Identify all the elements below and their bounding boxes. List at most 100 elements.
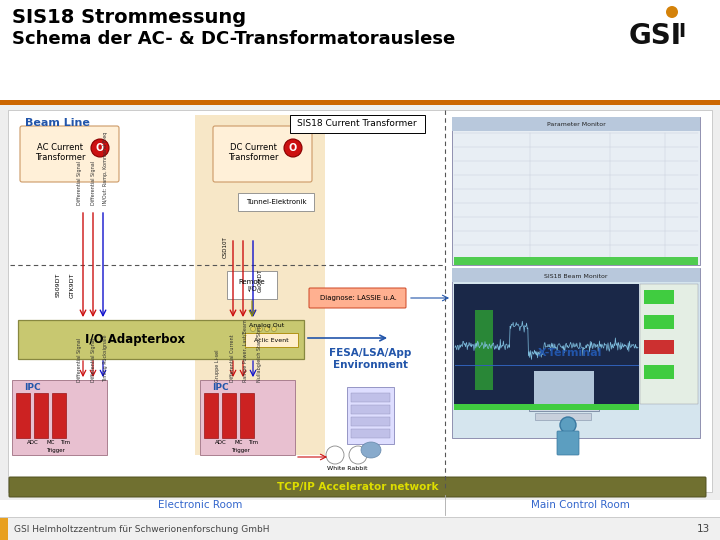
Text: O: O xyxy=(289,143,297,153)
FancyBboxPatch shape xyxy=(290,115,425,133)
Bar xyxy=(351,417,390,426)
Text: TCP/IP Accelerator network: TCP/IP Accelerator network xyxy=(277,482,438,492)
Text: Gruppe Li-sel: Gruppe Li-sel xyxy=(215,349,220,382)
Bar xyxy=(640,284,698,404)
FancyBboxPatch shape xyxy=(347,387,394,444)
Text: Aclic Event: Aclic Event xyxy=(253,338,288,342)
Bar xyxy=(0,0,720,105)
FancyBboxPatch shape xyxy=(309,288,406,308)
Text: GSI Helmholtzzentrum für Schwerionenforschung GmbH: GSI Helmholtzzentrum für Schwerionenfors… xyxy=(14,524,269,534)
Text: Trigger: Trigger xyxy=(45,448,64,453)
Text: AC Current
Transformer: AC Current Transformer xyxy=(35,143,85,163)
Text: Rampe Power, Last/Beam: Rampe Power, Last/Beam xyxy=(243,319,248,382)
FancyBboxPatch shape xyxy=(17,320,304,359)
FancyBboxPatch shape xyxy=(238,193,314,211)
Text: MC: MC xyxy=(235,440,243,445)
Ellipse shape xyxy=(284,139,302,157)
Text: Differential Signal: Differential Signal xyxy=(91,161,96,205)
Text: Nullabgleich Start/Step: Nullabgleich Start/Step xyxy=(258,325,263,382)
Bar xyxy=(475,310,493,390)
Ellipse shape xyxy=(361,442,381,458)
Text: ADC: ADC xyxy=(27,440,39,445)
Ellipse shape xyxy=(326,446,344,464)
Ellipse shape xyxy=(264,327,269,332)
FancyBboxPatch shape xyxy=(529,367,599,411)
Bar xyxy=(644,290,674,304)
Text: S509DT: S509DT xyxy=(55,273,60,297)
Text: I/O Adapterbox: I/O Adapterbox xyxy=(85,333,185,346)
FancyBboxPatch shape xyxy=(9,477,706,497)
Ellipse shape xyxy=(91,139,109,157)
Ellipse shape xyxy=(258,327,263,332)
Bar xyxy=(240,393,254,438)
FancyBboxPatch shape xyxy=(213,126,312,182)
Bar xyxy=(8,110,712,492)
Text: Ⅰ: Ⅰ xyxy=(678,22,685,41)
FancyBboxPatch shape xyxy=(535,413,591,420)
Bar xyxy=(452,268,700,282)
Text: Differential Signal: Differential Signal xyxy=(91,338,96,382)
Text: Schema der AC- & DC-Transformatorauslese: Schema der AC- & DC-Transformatorauslese xyxy=(12,30,455,48)
Text: Tunnel-Elektronik: Tunnel-Elektronik xyxy=(246,199,306,205)
Bar xyxy=(452,268,700,438)
Ellipse shape xyxy=(271,327,276,332)
Bar xyxy=(0,518,8,540)
Bar xyxy=(195,115,325,455)
Bar xyxy=(200,380,295,455)
FancyBboxPatch shape xyxy=(20,126,119,182)
Text: X-Terminal: X-Terminal xyxy=(538,348,602,358)
Text: Differential Signal: Differential Signal xyxy=(78,338,83,382)
Bar xyxy=(0,105,720,500)
Text: IPC: IPC xyxy=(212,383,229,392)
Text: SIS18 Beam Monitor: SIS18 Beam Monitor xyxy=(544,273,608,279)
Bar xyxy=(534,371,594,404)
Text: DC Current
Transformer: DC Current Transformer xyxy=(228,143,278,163)
Bar xyxy=(454,257,698,265)
Bar xyxy=(351,405,390,414)
Ellipse shape xyxy=(349,446,367,464)
Text: White Rabbit: White Rabbit xyxy=(327,466,367,471)
Bar xyxy=(351,429,390,438)
Text: FESA/LSA/App
Environment: FESA/LSA/App Environment xyxy=(329,348,411,369)
Bar xyxy=(454,404,639,410)
Text: GTK9DT: GTK9DT xyxy=(70,272,74,298)
Bar xyxy=(644,315,674,329)
FancyBboxPatch shape xyxy=(227,271,277,299)
Text: IN/Out: Ramp, Kommand-Freq: IN/Out: Ramp, Kommand-Freq xyxy=(104,132,109,205)
Bar xyxy=(454,284,639,404)
Text: Differential Current: Differential Current xyxy=(230,334,235,382)
Bar xyxy=(452,117,700,131)
Text: Timing Rücksignale: Timing Rücksignale xyxy=(104,334,109,382)
Ellipse shape xyxy=(666,6,678,18)
Bar xyxy=(0,100,720,105)
Bar xyxy=(204,393,218,438)
Ellipse shape xyxy=(560,417,576,433)
FancyBboxPatch shape xyxy=(557,431,579,455)
Text: Tim: Tim xyxy=(248,440,258,445)
Text: 13: 13 xyxy=(697,524,710,534)
Bar xyxy=(644,340,674,354)
Bar xyxy=(0,517,720,518)
Text: Parameter Monitor: Parameter Monitor xyxy=(546,123,606,127)
Bar xyxy=(0,518,720,540)
Text: ADC: ADC xyxy=(215,440,227,445)
Bar xyxy=(222,393,236,438)
FancyBboxPatch shape xyxy=(245,333,297,347)
Text: Electronic Room: Electronic Room xyxy=(158,500,242,510)
Bar xyxy=(452,117,700,265)
Text: O: O xyxy=(96,143,104,153)
Bar xyxy=(12,380,107,455)
Text: Differential Signal: Differential Signal xyxy=(78,161,83,205)
Text: Diagnose: LASSIE u.A.: Diagnose: LASSIE u.A. xyxy=(320,295,397,301)
Bar xyxy=(644,365,674,379)
Text: SIS18 Current Transformer: SIS18 Current Transformer xyxy=(297,119,417,129)
Bar xyxy=(16,393,30,438)
Text: IPC: IPC xyxy=(24,383,40,392)
Bar xyxy=(52,393,66,438)
Text: Trigger: Trigger xyxy=(230,448,249,453)
Text: CSD10T: CSD10T xyxy=(222,237,228,258)
Text: Analog Out: Analog Out xyxy=(249,323,284,328)
Bar xyxy=(34,393,48,438)
Text: Remote
I/O: Remote I/O xyxy=(239,279,265,292)
Text: MC: MC xyxy=(47,440,55,445)
